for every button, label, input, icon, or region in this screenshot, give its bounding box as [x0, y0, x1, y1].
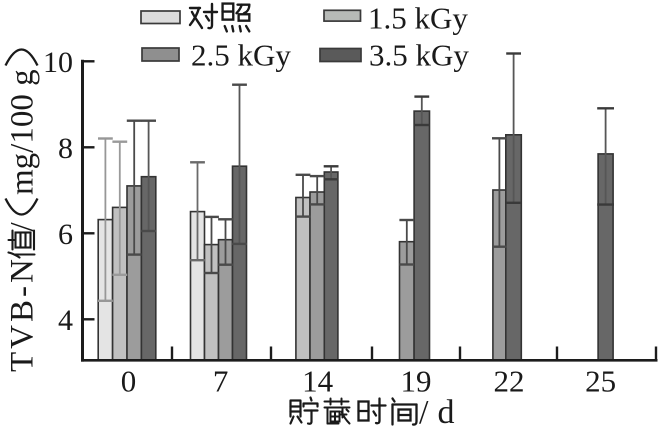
svg-text:3.5 kGy: 3.5 kGy	[369, 38, 469, 73]
svg-text:10: 10	[43, 46, 73, 79]
svg-text:7: 7	[213, 364, 229, 399]
svg-text:14: 14	[302, 364, 334, 399]
svg-text:25: 25	[585, 364, 616, 399]
svg-text:22: 22	[494, 364, 525, 399]
svg-text:19: 19	[401, 364, 432, 399]
svg-text:2.5 kGy: 2.5 kGy	[191, 38, 291, 73]
svg-text:4: 4	[58, 304, 73, 337]
svg-text:8: 8	[58, 132, 73, 165]
svg-text:mg/100 g: mg/100 g	[5, 69, 41, 195]
svg-text:/d: /d	[419, 394, 463, 431]
svg-text:0: 0	[121, 364, 137, 399]
svg-text:1.5 kGy: 1.5 kGy	[368, 0, 468, 35]
svg-text:6: 6	[58, 218, 73, 251]
svg-text:TVB-N: TVB-N	[5, 256, 41, 372]
svg-text:/: /	[5, 222, 41, 232]
